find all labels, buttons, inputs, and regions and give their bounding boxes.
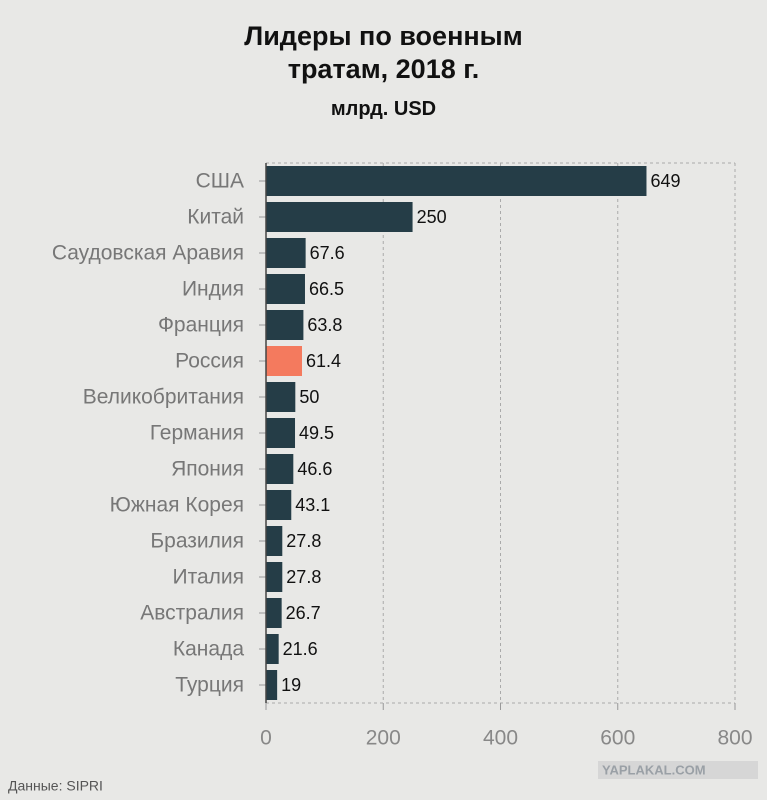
bar: [266, 274, 305, 304]
y-tick-label: Германия: [150, 422, 244, 445]
y-tick-label: США: [196, 170, 244, 193]
y-tick-label: Австралия: [140, 602, 244, 625]
bar: [266, 526, 283, 556]
value-label: 250: [417, 207, 447, 227]
y-tick-label: Турция: [175, 674, 244, 697]
bar: [266, 202, 413, 232]
y-tick-label: Франция: [158, 314, 244, 337]
value-label: 43.1: [295, 495, 330, 515]
bar: [266, 418, 296, 448]
value-label: 46.6: [297, 459, 332, 479]
y-tick-label: Россия: [175, 350, 244, 373]
y-tick-label: Индия: [182, 278, 244, 301]
bar: [266, 634, 279, 664]
chart-subtitle: млрд. USD: [330, 98, 437, 120]
y-tick-label: Китай: [187, 206, 244, 229]
bar: [266, 382, 296, 412]
value-label: 67.6: [310, 243, 345, 263]
value-label: 649: [650, 171, 680, 191]
y-tick-label: Саудовская Аравия: [52, 242, 244, 265]
value-label: 63.8: [307, 315, 342, 335]
value-label: 27.8: [286, 531, 321, 551]
value-label: 26.7: [286, 603, 321, 623]
watermark-bg: [598, 761, 758, 779]
value-label: 61.4: [306, 351, 341, 371]
value-label: 19: [281, 675, 301, 695]
y-tick-label: Южная Корея: [110, 494, 244, 517]
bar: [266, 346, 302, 376]
y-tick-label: Япония: [171, 458, 244, 481]
bar: [266, 454, 294, 484]
bar: [266, 490, 292, 520]
x-tick-label: 600: [600, 727, 635, 750]
x-tick-label: 800: [717, 727, 752, 750]
bar: [266, 166, 647, 196]
y-tick-label: Бразилия: [150, 530, 244, 553]
bar: [266, 598, 282, 628]
value-label: 27.8: [286, 567, 321, 587]
bar: [266, 310, 304, 340]
bar: [266, 238, 306, 268]
value-label: 49.5: [299, 423, 334, 443]
bar: [266, 670, 278, 700]
value-label: 21.6: [283, 639, 318, 659]
x-tick-label: 200: [366, 727, 401, 750]
x-tick-label: 400: [483, 727, 518, 750]
y-tick-label: Великобритания: [83, 386, 244, 409]
y-tick-label: Канада: [173, 638, 244, 661]
value-label: 66.5: [309, 279, 344, 299]
chart-title: Лидеры по военным тратам, 2018 г.: [244, 21, 523, 84]
source: Данные: SIPRI: [8, 778, 103, 794]
bar: [266, 562, 283, 592]
x-tick-label: 0: [260, 727, 272, 750]
watermark: YAPLAKAL.COM: [602, 762, 706, 777]
y-tick-label: Италия: [172, 566, 244, 589]
value-label: 50: [299, 387, 319, 407]
title-block: Лидеры по военным тратам, 2018 г. млрд. …: [0, 20, 767, 121]
